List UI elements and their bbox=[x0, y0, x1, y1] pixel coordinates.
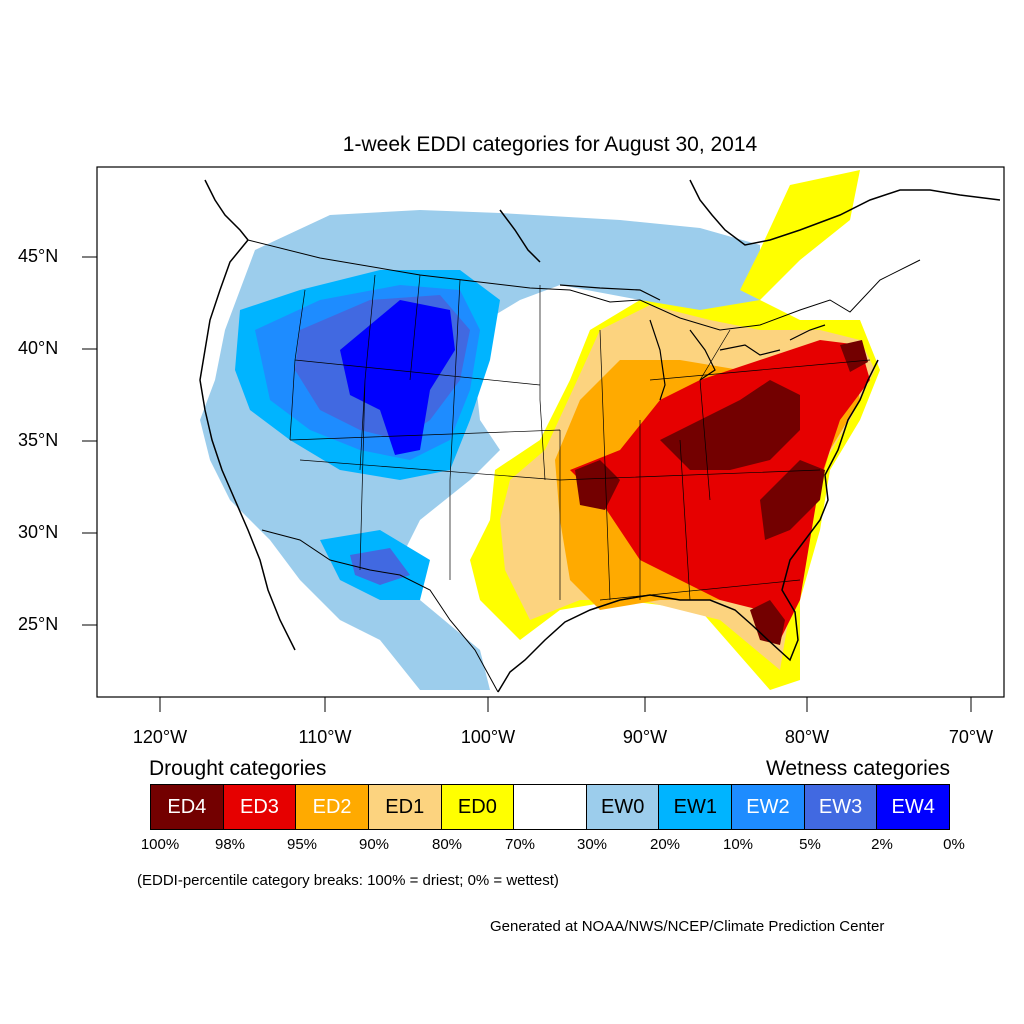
region-ed4-northeast bbox=[840, 340, 868, 372]
legend-ew3-label: EW3 bbox=[818, 795, 863, 818]
pct-label-95: 95% bbox=[286, 836, 318, 853]
lat-label-35: 35°N bbox=[18, 430, 59, 450]
region-ew3-south bbox=[350, 548, 410, 585]
lat-label-30: 30°N bbox=[18, 522, 59, 542]
legend-ed3-label: ED3 bbox=[240, 795, 279, 818]
pct-label-70: 70% bbox=[504, 836, 536, 853]
pct-label-100: 100% bbox=[140, 836, 180, 853]
legend-ed4: ED4 bbox=[151, 785, 224, 829]
lon-label-80w: 80°W bbox=[784, 727, 830, 747]
pct-label-10: 10% bbox=[722, 836, 754, 853]
pct-label-2: 2% bbox=[871, 836, 893, 853]
state-borders bbox=[289, 274, 871, 601]
pct-label-5: 5% bbox=[799, 836, 821, 853]
us-mexico-border bbox=[261, 529, 499, 693]
legend-ew4: EW4 bbox=[877, 785, 950, 829]
us-canada-border bbox=[247, 239, 921, 331]
legend-ed1: ED1 bbox=[368, 785, 442, 829]
category-note: (EDDI-percentile category breaks: 100% =… bbox=[137, 872, 559, 889]
region-ed4-south bbox=[575, 460, 620, 510]
lon-label-120w: 120°W bbox=[132, 727, 188, 747]
pct-label-98: 98% bbox=[214, 836, 246, 853]
legend-ed2-label: ED2 bbox=[312, 795, 352, 818]
lon-label-110w: 110°W bbox=[298, 727, 352, 747]
lat-label-45: 45°N bbox=[18, 246, 59, 266]
canada-coast-north bbox=[204, 179, 1001, 263]
legend-ed0-label: ED0 bbox=[457, 795, 497, 818]
legend-ew1-label: EW1 bbox=[673, 795, 717, 818]
map-frame bbox=[96, 166, 1005, 698]
lon-label-90w: 90°W bbox=[622, 727, 668, 747]
pct-label-20: 20% bbox=[649, 836, 681, 853]
legend-ew4-label: EW4 bbox=[891, 795, 935, 818]
legend-ew1: EW1 bbox=[659, 785, 733, 829]
lon-label-100w: 100°W bbox=[460, 727, 516, 747]
legend-ed4-label: ED4 bbox=[167, 795, 207, 818]
lon-label-70w: 70°W bbox=[948, 727, 994, 747]
region-ed4-carolina bbox=[760, 460, 825, 540]
legend-ed0: ED0 bbox=[441, 785, 515, 829]
great-lakes bbox=[559, 284, 826, 401]
map-content bbox=[199, 170, 1001, 693]
pct-label-90: 90% bbox=[358, 836, 390, 853]
wetness-heading: Wetness categories bbox=[765, 757, 950, 780]
category-legend: ED4 ED3 ED2 ED1 ED0 EW0 EW1 EW2 EW3 EW4 bbox=[150, 784, 950, 830]
map-title: 1-week EDDI categories for August 30, 20… bbox=[342, 133, 758, 156]
lat-label-40: 40°N bbox=[18, 338, 59, 358]
us-coastline bbox=[199, 239, 879, 693]
drought-heading: Drought categories bbox=[149, 757, 327, 780]
tick-marks bbox=[82, 256, 972, 712]
lat-label-25: 25°N bbox=[18, 614, 59, 634]
legend-ew0: EW0 bbox=[586, 785, 660, 829]
legend-ew3: EW3 bbox=[804, 785, 878, 829]
legend-ed1-label: ED1 bbox=[385, 795, 425, 818]
pct-label-0: 0% bbox=[943, 836, 965, 853]
pct-label-80: 80% bbox=[431, 836, 463, 853]
legend-ew0-label: EW0 bbox=[600, 795, 645, 818]
legend-ed3: ED3 bbox=[223, 785, 297, 829]
legend-ew2: EW2 bbox=[732, 785, 805, 829]
legend-normal bbox=[514, 785, 587, 829]
region-ed4-florida bbox=[750, 600, 785, 645]
legend-ew2-label: EW2 bbox=[746, 795, 790, 818]
credit-line: Generated at NOAA/NWS/NCEP/Climate Predi… bbox=[490, 918, 885, 935]
legend-ed2: ED2 bbox=[296, 785, 369, 829]
region-ed4-east bbox=[660, 380, 800, 470]
pct-label-30: 30% bbox=[576, 836, 608, 853]
